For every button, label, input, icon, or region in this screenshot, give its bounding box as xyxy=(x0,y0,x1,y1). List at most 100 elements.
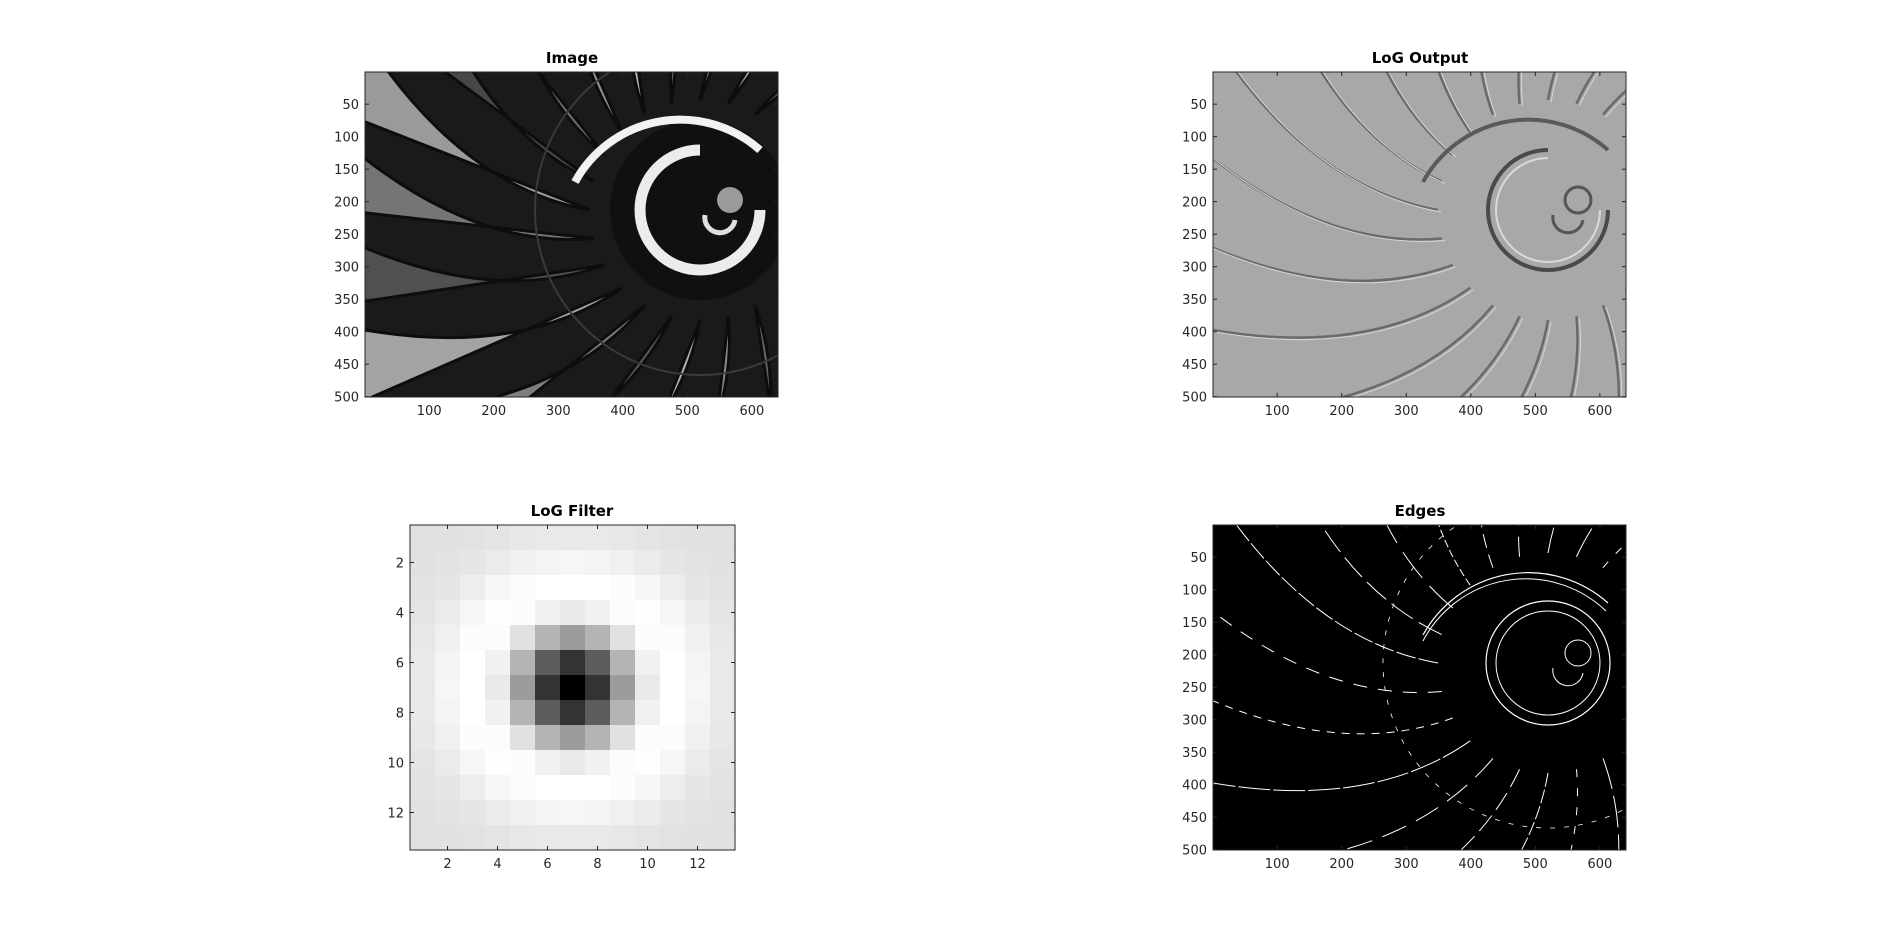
kernel-cell xyxy=(460,650,486,676)
y-tick-label: 500 xyxy=(1182,844,1207,859)
y-tick-label: 50 xyxy=(342,98,359,113)
x-tick-label: 200 xyxy=(1329,857,1354,872)
blade-edge-ridge-light xyxy=(1605,94,1626,118)
kernel-cell xyxy=(660,700,686,726)
kernel-cell xyxy=(485,750,511,776)
fan-blade xyxy=(365,246,606,303)
kernel-cell xyxy=(635,625,661,651)
y-tick-label: 350 xyxy=(1182,746,1207,761)
x-tick-label: 600 xyxy=(1587,404,1612,419)
blade-edge xyxy=(1643,592,1904,674)
kernel-cell xyxy=(460,675,486,701)
x-tick-label: 10 xyxy=(639,857,656,872)
kernel-cell xyxy=(710,725,736,751)
kernel-cell xyxy=(635,725,661,751)
kernel-cell xyxy=(435,625,461,651)
kernel-cell xyxy=(460,775,486,801)
y-tick-label: 250 xyxy=(1182,681,1207,696)
y-tick-label: 50 xyxy=(1190,551,1207,566)
kernel-cell xyxy=(460,725,486,751)
kernel-cell xyxy=(635,650,661,676)
y-tick-label: 500 xyxy=(334,391,359,406)
y-tick-label: 400 xyxy=(1182,779,1207,794)
fan-blade xyxy=(668,319,702,397)
blade-edge-ridge-light xyxy=(1646,267,1756,590)
fan-blade xyxy=(365,72,591,212)
fan-blade xyxy=(810,210,1113,435)
blade-edge xyxy=(1625,584,1626,586)
blade-edge xyxy=(1570,769,1578,850)
kernel-cell xyxy=(585,575,611,601)
kernel-cell xyxy=(685,625,711,651)
kernel-cell xyxy=(510,625,536,651)
log-output-axes: 100 200 300 400 500 600 50 100 150 200 250 300 350 40… xyxy=(1182,72,1626,419)
fan-blade xyxy=(753,88,778,116)
kernel-cell xyxy=(510,675,536,701)
kernel-cell xyxy=(685,725,711,751)
kernel-cell xyxy=(585,725,611,751)
blade-edge-ridge-light xyxy=(1465,318,1523,397)
kernel-cell xyxy=(660,550,686,576)
kernel-cell xyxy=(535,525,561,551)
kernel-cell xyxy=(660,525,686,551)
y-tick-label: 50 xyxy=(1190,98,1207,113)
kernel-cell xyxy=(535,550,561,576)
kernel-cell xyxy=(660,825,686,851)
y-tick-label: 300 xyxy=(1182,261,1207,276)
kernel-cell xyxy=(635,675,661,701)
kernel-cell xyxy=(585,775,611,801)
kernel-cell xyxy=(535,775,561,801)
kernel-cell xyxy=(660,575,686,601)
fan-blade xyxy=(806,238,1068,522)
kernel-cell xyxy=(485,675,511,701)
kernel-cell xyxy=(510,550,536,576)
kernel-cell xyxy=(610,625,636,651)
blade-edge xyxy=(1460,769,1520,850)
y-tick-label: 450 xyxy=(1182,811,1207,826)
kernel-cell xyxy=(585,625,611,651)
blade-edge-ridge xyxy=(1338,304,1494,397)
blade-edge-ridge-light xyxy=(1661,212,1904,437)
kernel-cell xyxy=(485,800,511,826)
kernel-cell xyxy=(585,675,611,701)
kernel-cell xyxy=(510,725,536,751)
blade-edge-ridge xyxy=(1569,316,1579,397)
kernel-cell xyxy=(410,550,436,576)
kernel-cell xyxy=(460,625,486,651)
kernel-cell xyxy=(535,675,561,701)
kernel-cell xyxy=(510,750,536,776)
kernel-cell xyxy=(435,575,461,601)
kernel-cell xyxy=(560,775,586,801)
x-tick-label: 6 xyxy=(543,857,551,872)
kernel-cell xyxy=(460,600,486,626)
kernel-cell xyxy=(460,825,486,851)
kernel-cell xyxy=(635,600,661,626)
kernel-cell xyxy=(510,600,536,626)
kernel-cell xyxy=(610,700,636,726)
y-tick-label: 500 xyxy=(1182,391,1207,406)
blade-edge xyxy=(1643,718,1753,945)
y-tick-label: 8 xyxy=(396,707,404,722)
x-tick-label: 300 xyxy=(546,404,571,419)
kernel-cell xyxy=(610,725,636,751)
blade-edge-ridge-light xyxy=(1573,318,1581,397)
fan-blade xyxy=(795,265,998,588)
kernel-cell xyxy=(685,700,711,726)
kernel-cell xyxy=(410,675,436,701)
blade-edge-ridge xyxy=(1624,287,1626,291)
kernel-cell xyxy=(610,650,636,676)
blade-edge-ridge xyxy=(1658,210,1904,435)
blade-edge xyxy=(1602,543,1626,569)
blade-edge xyxy=(1654,691,1844,945)
fan-blade xyxy=(589,72,624,134)
blade-edge xyxy=(1320,525,1442,635)
y-tick-label: 450 xyxy=(334,358,359,373)
kernel-cell xyxy=(435,600,461,626)
blade-edge-ridge-light xyxy=(1213,157,1445,242)
blade-edge xyxy=(1625,740,1626,743)
kernel-cell xyxy=(535,650,561,676)
fan-blade xyxy=(753,304,773,397)
kernel-cell xyxy=(560,625,586,651)
kernel-cell xyxy=(485,550,511,576)
y-tick-label: 100 xyxy=(1182,584,1207,599)
